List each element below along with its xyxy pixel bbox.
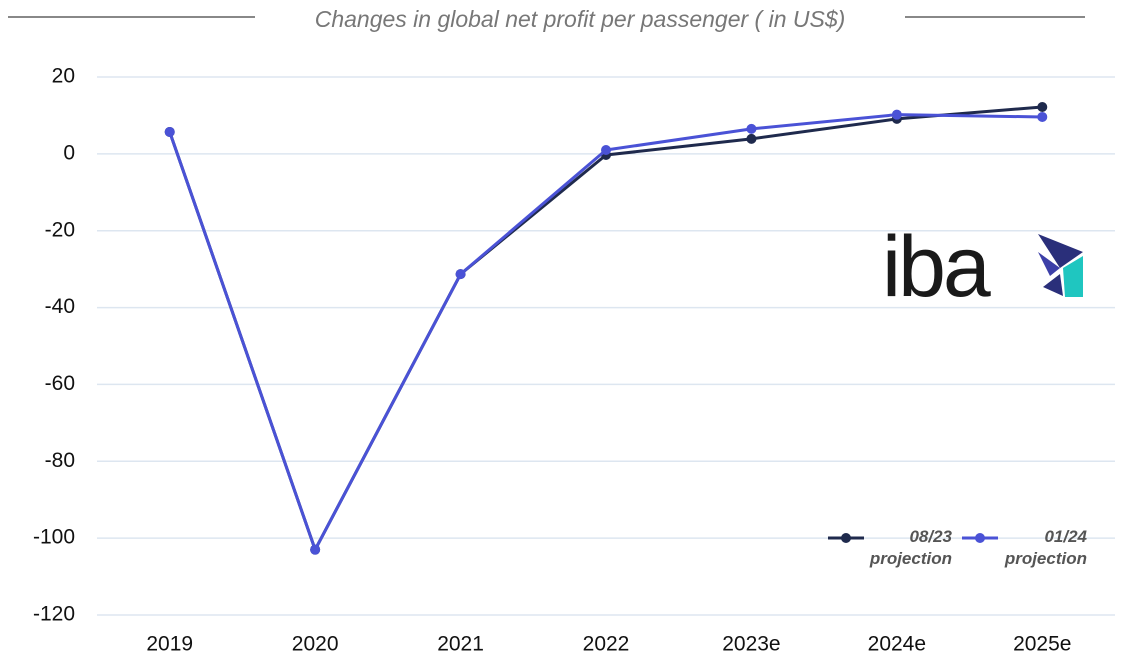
y-tick-label: 20 — [52, 65, 75, 88]
point — [455, 269, 466, 280]
y-tick-label: -80 — [45, 449, 75, 472]
legend-label: 01/24 projection — [1004, 527, 1087, 568]
logo-text: iba — [882, 219, 991, 315]
line — [168, 113, 1043, 552]
line — [168, 105, 1043, 552]
x-tick-label: 2020 — [292, 633, 339, 656]
y-tick-label: 0 — [63, 141, 75, 164]
series — [164, 101, 1048, 555]
point — [164, 126, 175, 137]
point — [891, 109, 902, 120]
series — [164, 109, 1048, 555]
point — [1037, 111, 1048, 122]
y-tick-label: -120 — [33, 603, 75, 626]
legend-marker — [975, 533, 985, 543]
logo: iba — [882, 219, 1083, 315]
logo-icon — [1063, 256, 1083, 297]
y-tick-label: -60 — [45, 372, 75, 395]
legend-label: 08/23 projection — [869, 527, 952, 568]
point — [310, 544, 321, 555]
x-tick-label: 2021 — [437, 633, 484, 656]
x-tick-label: 2025e — [1013, 633, 1071, 656]
x-tick-label: 2023e — [722, 633, 780, 656]
x-tick-label: 2024e — [868, 633, 926, 656]
y-tick-label: -40 — [45, 295, 75, 318]
x-tick-label: 2019 — [146, 633, 193, 656]
logo-icon — [1043, 274, 1063, 296]
chart-title: Changes in global net profit per passeng… — [315, 6, 846, 32]
point — [1037, 101, 1048, 112]
grid — [97, 76, 1115, 616]
logo-icon — [1038, 252, 1060, 276]
point — [746, 123, 757, 134]
x-tick-label: 2022 — [583, 633, 630, 656]
legend-marker — [841, 533, 851, 543]
y-tick-label: -20 — [45, 218, 75, 241]
y-tick-label: -100 — [33, 526, 75, 549]
point — [746, 133, 757, 144]
logo-icon — [1038, 234, 1083, 268]
point — [601, 145, 611, 156]
